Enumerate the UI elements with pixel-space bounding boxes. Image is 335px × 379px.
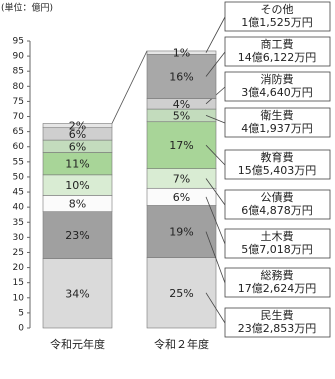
share-label: 6% [69,128,86,141]
callout-amount: 5億7,018万円 [241,243,313,256]
callout-box [224,71,331,102]
y-tick-label: 0 [18,324,24,334]
bar-segment [146,121,217,169]
share-label: 6% [69,140,86,153]
bar-segment [146,205,217,258]
share-label: 25% [169,287,193,300]
leader-line [205,115,226,124]
callout-name: 教育費 [261,150,294,164]
leader-line [205,231,226,284]
y-tick-label: 30 [13,233,25,243]
callout-name: 公債費 [261,190,294,204]
y-tick-label: 65 [13,127,24,137]
callout-amount: 3億4,640万円 [241,86,313,99]
share-label: 34% [65,287,89,300]
y-tick-label: 85 [13,67,24,77]
callout-box [224,149,331,180]
share-label: 10% [65,179,89,192]
callout-box [224,1,331,32]
share-label: 23% [65,229,89,242]
leader-line [205,144,226,166]
share-label: 5% [173,109,190,122]
callout-name: 土木費 [261,229,294,243]
y-tick-label: 60 [13,142,25,152]
callout-amount: 14億6,122万円 [238,51,317,64]
callout-name: 商工費 [261,37,294,51]
share-label: 2% [69,120,86,133]
leader-line [205,292,226,324]
y-tick-label: 20 [13,263,25,273]
share-label: 8% [69,198,86,211]
bar-segment [42,258,113,329]
y-tick-label: 25 [13,248,24,258]
y-tick-label: 35 [13,218,24,228]
share-label: 16% [169,71,193,84]
callout-box [224,228,331,259]
bar-segment [146,50,217,55]
y-tick-label: 70 [13,112,25,122]
callout-amount: 6億4,878万円 [241,204,313,217]
leader-line [205,196,226,245]
y-tick-label: 90 [13,52,25,62]
share-label: 11% [65,158,89,171]
callout-box [224,307,331,338]
x-tick-label: 令和２年度 [154,337,209,351]
share-label: 19% [169,226,193,239]
share-label: 4% [173,98,190,111]
y-tick-label: 5 [18,308,24,318]
callout-box [224,36,331,67]
bar-segment [42,211,113,259]
leader-line [205,178,226,206]
share-label: 7% [173,172,190,185]
callout-amount: 23億2,853万円 [238,322,317,335]
share-label: 6% [173,191,190,204]
leader-line [205,16,226,53]
callout-amount: 17億2,624万円 [238,282,317,295]
callout-amount: 1億1,525万円 [241,16,313,29]
callout-name: 衛生費 [261,108,294,122]
y-tick-label: 40 [13,203,25,213]
y-tick-label: 45 [13,188,24,198]
share-label: 17% [169,139,193,152]
callout-name: その他 [261,3,294,16]
callout-name: 民生費 [261,308,294,322]
y-tick-label: 10 [13,293,25,303]
leader-line [205,51,226,77]
bar-segment [146,54,217,99]
y-tick-label: 50 [13,172,25,182]
callout-name: 総務費 [261,268,294,282]
unit-label: (単位：億円) [1,2,53,14]
y-tick-label: 15 [13,278,24,288]
callout-name: 消防費 [261,72,294,86]
connector-line [111,50,148,124]
bar-segment [42,123,113,129]
bar-segment [146,257,217,329]
y-tick-label: 55 [13,157,24,167]
callout-box [224,107,331,138]
y-tick-label: 80 [13,82,25,92]
callout-box [224,189,331,220]
y-tick-label: 75 [13,97,24,107]
callout-amount: 15億5,403万円 [238,164,317,177]
x-tick-label: 令和元年度 [50,337,105,351]
y-tick-label: 95 [13,37,24,47]
callout-amount: 4億1,937万円 [241,122,313,135]
callout-box [224,267,331,298]
share-label: 1% [173,47,190,60]
